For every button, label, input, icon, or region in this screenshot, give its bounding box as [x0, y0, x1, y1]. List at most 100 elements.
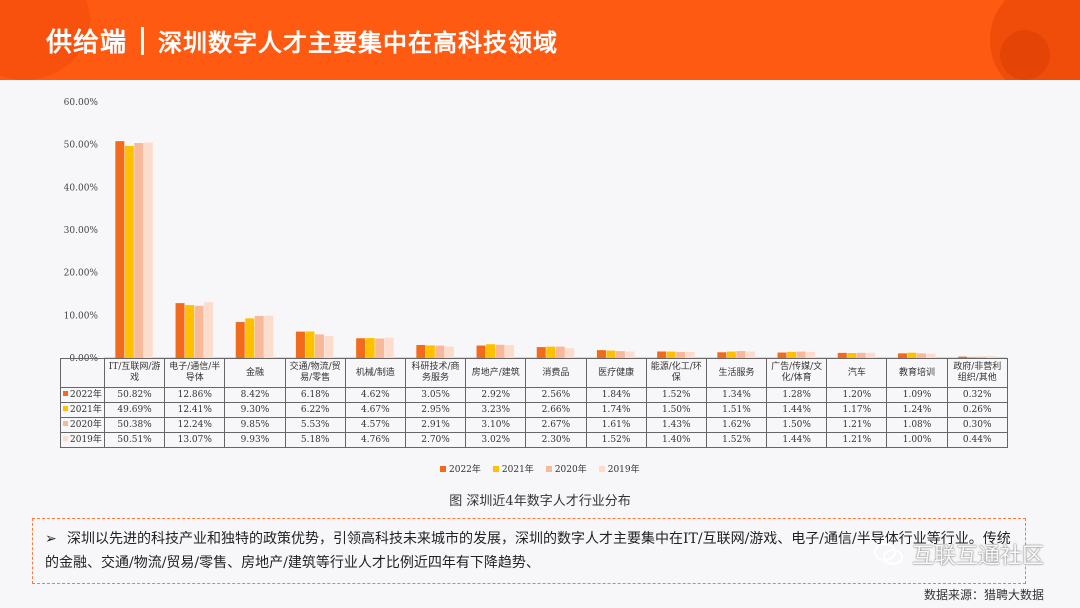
- value-cell: 1.43%: [645, 417, 707, 433]
- chart-legend: 2022年 2021年 2020年 2019年: [440, 462, 640, 475]
- value-cell: 1.52%: [705, 432, 768, 448]
- bar: [657, 351, 667, 358]
- value-cell: 9.85%: [224, 417, 286, 433]
- bar: [736, 351, 746, 358]
- bar: [745, 351, 755, 358]
- category-label: 组织/其他: [957, 373, 997, 383]
- bar: [717, 352, 727, 358]
- decor-circle: [1000, 30, 1050, 80]
- legend-swatch: [598, 465, 605, 472]
- value-cell: 1.62%: [705, 417, 768, 433]
- legend-swatch: [545, 465, 552, 472]
- series-swatch: [63, 390, 68, 396]
- summary-text: ➢ 深圳以先进的科技产业和独特的政策优势，引领高科技未来城市的发展，深圳的数字人才…: [45, 527, 1015, 575]
- value-cell: 1.84%: [585, 387, 647, 403]
- legend-swatch: [440, 465, 446, 472]
- category-label: 汽车: [847, 367, 866, 378]
- bar: [495, 344, 505, 358]
- series-swatch: [63, 435, 68, 441]
- value-cell: 1.51%: [705, 402, 768, 418]
- legend-label: 2019年: [607, 465, 640, 475]
- bar: [796, 351, 806, 358]
- series-name: 2019年: [70, 434, 102, 445]
- category-header-cell: 房地产/建筑: [465, 358, 527, 388]
- bar: [555, 346, 565, 358]
- bar: [295, 331, 305, 358]
- bar: [375, 338, 385, 358]
- chart-caption: 图 深圳近4年数字人才行业分布: [449, 494, 631, 509]
- category-header-cell: 政府/非营利 组织/其他: [946, 358, 1008, 388]
- value-cell: 1.08%: [886, 417, 948, 433]
- category-label: 教育培训: [899, 367, 936, 378]
- legend-label: 2021年: [501, 465, 534, 475]
- value-cell: 50.82%: [103, 387, 166, 403]
- category-header-cell: 教育培训: [886, 358, 948, 388]
- value-cell: 1.28%: [766, 387, 828, 403]
- category-label: 机械/制造: [355, 367, 395, 378]
- value-cell: 4.62%: [344, 387, 406, 403]
- bar: [425, 345, 435, 358]
- bar: [926, 353, 936, 358]
- value-cell: 1.17%: [826, 402, 888, 418]
- value-cell: 0.30%: [946, 417, 1008, 433]
- value-cell: 1.44%: [766, 432, 828, 448]
- category-label: 导体: [185, 373, 204, 383]
- value-cell: 4.57%: [344, 417, 406, 433]
- value-cell: 6.22%: [284, 402, 346, 418]
- bar: [606, 350, 616, 358]
- series-header-cell: 2019年: [60, 432, 105, 448]
- bar: [726, 351, 736, 358]
- value-cell: 8.42%: [224, 387, 286, 403]
- title-text: 深圳数字人才主要集中在高科技领域: [158, 29, 559, 57]
- value-cell: 2.70%: [404, 432, 467, 448]
- watermark: 互联互通社区: [873, 538, 1044, 570]
- bar: [916, 353, 926, 358]
- table-row: 2021年 49.69% 12.41% 9.30% 6.22% 4.67% 2.95% 3.2…: [60, 402, 1008, 418]
- value-cell: 2.91%: [404, 417, 467, 433]
- bar: [175, 303, 185, 358]
- value-cell: 1.50%: [645, 402, 707, 418]
- category-label: 金融: [245, 367, 264, 378]
- category-label: 生活服务: [718, 367, 755, 378]
- value-cell: 1.34%: [705, 387, 768, 403]
- bar: [897, 353, 907, 358]
- arrow-bullet-icon: ➢: [45, 531, 57, 547]
- bar: [194, 305, 204, 358]
- bar: [416, 344, 426, 358]
- data-table: IT/互联网/游戏电子/通信/半 导体 金融 交通/物流/贸 易/零售 机械/制造 科研技术…: [60, 358, 1008, 448]
- bar: [777, 352, 787, 358]
- value-cell: 2.95%: [404, 402, 467, 418]
- bar: [365, 338, 375, 358]
- bar: [967, 356, 977, 358]
- category-label: 保: [671, 373, 681, 383]
- category-label: 政府/非营利: [953, 362, 1002, 372]
- bar: [596, 350, 606, 358]
- bar: [235, 322, 245, 358]
- bar: [264, 315, 274, 358]
- bar: [676, 351, 686, 358]
- category-header-cell: 科研技术/商 务服务: [404, 358, 467, 388]
- value-cell: 1.21%: [826, 417, 888, 433]
- series-header-cell: 2021年: [60, 402, 105, 418]
- category-header-cell: 消费品: [525, 358, 587, 388]
- category-label: 务服务: [422, 373, 450, 383]
- summary-box: ➢ 深圳以先进的科技产业和独特的政策优势，引领高科技未来城市的发展，深圳的数字人才…: [32, 518, 1026, 584]
- category-header-cell: IT/互联网/游戏: [103, 358, 166, 388]
- category-header-cell: 交通/物流/贸 易/零售: [284, 358, 346, 388]
- bar: [314, 334, 324, 358]
- bar: [847, 353, 857, 358]
- value-cell: 1.20%: [826, 387, 888, 403]
- category-label: 房地产/建筑: [471, 367, 520, 378]
- bar: [245, 318, 255, 358]
- category-label: 消费品: [542, 367, 570, 378]
- series-name: 2021年: [70, 404, 102, 415]
- summary-content: 深圳以先进的科技产业和独特的政策优势，引领高科技未来城市的发展，深圳的数字人才主…: [45, 531, 1011, 571]
- value-cell: 1.21%: [826, 432, 888, 448]
- bar: [444, 346, 454, 358]
- bar: [907, 352, 917, 358]
- bar: [124, 145, 134, 358]
- series-swatch: [63, 420, 68, 426]
- legend-swatch: [492, 465, 499, 472]
- category-header-cell: 金融: [224, 358, 286, 388]
- y-tick-label: 40.00%: [64, 183, 99, 193]
